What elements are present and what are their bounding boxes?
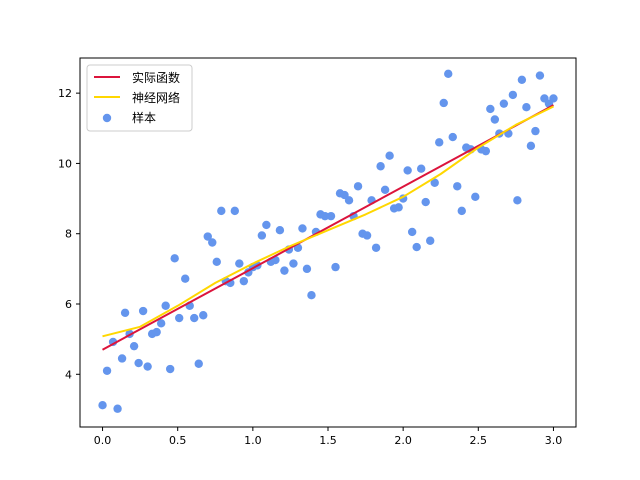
scatter-point bbox=[531, 126, 540, 136]
line-series bbox=[102, 104, 554, 351]
scatter-point bbox=[257, 231, 267, 240]
scatter-point bbox=[203, 232, 212, 241]
scatter-point bbox=[298, 224, 307, 233]
legend-box bbox=[86, 64, 193, 132]
scatter-point bbox=[307, 291, 316, 300]
scatter-point bbox=[457, 206, 466, 216]
scatter-point bbox=[161, 301, 170, 310]
scatter-point bbox=[435, 138, 444, 147]
scatter-series bbox=[98, 69, 558, 413]
scatter-point bbox=[262, 220, 271, 230]
x-tick-label: 1.5 bbox=[319, 434, 337, 447]
scatter-point bbox=[102, 366, 112, 375]
scatter-point bbox=[181, 274, 190, 283]
scatter-point bbox=[517, 75, 527, 84]
scatter-point bbox=[453, 182, 462, 191]
scatter-point bbox=[138, 306, 148, 316]
scatter-point bbox=[508, 90, 518, 100]
scatter-point bbox=[156, 319, 166, 328]
scatter-point bbox=[403, 166, 412, 175]
line-series bbox=[102, 105, 554, 338]
scatter-point bbox=[239, 276, 249, 286]
x-axis: 0.0 0.5 1.0 1.5 2.0 2.5 3.0 bbox=[94, 427, 562, 447]
scatter-point bbox=[380, 185, 390, 194]
scatter-point bbox=[165, 364, 175, 374]
scatter-point bbox=[212, 257, 221, 267]
scatter-point bbox=[170, 254, 179, 263]
scatter-point bbox=[444, 69, 453, 79]
x-tick-label: 2.5 bbox=[470, 434, 488, 447]
x-tick-label: 1.0 bbox=[244, 434, 262, 447]
scatter-point bbox=[120, 308, 130, 317]
scatter-point bbox=[394, 203, 403, 212]
x-tick-label: 0.5 bbox=[169, 434, 187, 447]
scatter-point bbox=[376, 162, 385, 171]
scatter-point bbox=[490, 115, 500, 124]
scatter-point bbox=[471, 192, 480, 202]
legend-marker-swatch bbox=[102, 113, 112, 123]
scatter-point bbox=[344, 196, 354, 205]
scatter-point bbox=[326, 211, 336, 221]
x-tick-label: 2.0 bbox=[394, 434, 412, 447]
scatter-point bbox=[385, 151, 394, 160]
y-tick-label: 4 bbox=[65, 368, 72, 381]
scatter-point bbox=[426, 236, 435, 245]
y-axis: 4 6 8 10 12 bbox=[58, 87, 80, 381]
y-tick-label: 8 bbox=[65, 228, 72, 241]
series-layer bbox=[98, 69, 558, 413]
scatter-point bbox=[289, 259, 298, 268]
y-tick-label: 12 bbox=[58, 87, 72, 100]
scatter-point bbox=[448, 132, 457, 142]
scatter-point bbox=[371, 243, 381, 252]
scatter-point bbox=[535, 71, 545, 80]
scatter-point bbox=[117, 354, 127, 363]
scatter-point bbox=[98, 401, 107, 410]
scatter-point bbox=[439, 98, 448, 108]
scatter-point bbox=[230, 206, 240, 216]
scatter-point bbox=[331, 262, 340, 272]
scatter-point bbox=[549, 94, 558, 103]
scatter-point bbox=[134, 358, 143, 368]
scatter-point bbox=[320, 211, 330, 221]
scatter-point bbox=[421, 197, 430, 207]
legend-label: 样本 bbox=[132, 110, 156, 125]
y-tick-label: 10 bbox=[58, 157, 72, 170]
scatter-point bbox=[430, 178, 439, 187]
y-tick-label: 6 bbox=[65, 298, 72, 311]
scatter-point bbox=[522, 103, 531, 112]
scatter-point bbox=[513, 196, 522, 205]
scatter-point bbox=[217, 206, 226, 216]
scatter-point bbox=[481, 146, 491, 156]
scatter-point bbox=[499, 99, 509, 108]
scatter-point bbox=[152, 327, 161, 337]
scatter-point bbox=[235, 259, 244, 268]
scatter-point bbox=[416, 164, 426, 173]
x-tick-label: 0.0 bbox=[94, 434, 112, 447]
scatter-point bbox=[129, 341, 139, 351]
legend-label: 神经网络 bbox=[132, 90, 180, 105]
scatter-point bbox=[302, 264, 312, 274]
legend-label: 实际函数 bbox=[132, 70, 180, 85]
scatter-point bbox=[486, 104, 495, 114]
scatter-point bbox=[280, 266, 289, 275]
scatter-point bbox=[208, 238, 217, 247]
scatter-point bbox=[194, 359, 203, 368]
scatter-point bbox=[407, 227, 417, 237]
scatter-point bbox=[199, 311, 208, 320]
scatter-point bbox=[175, 313, 184, 323]
scatter-point bbox=[143, 362, 152, 371]
scatter-point bbox=[275, 226, 285, 235]
scatter-point bbox=[362, 231, 372, 240]
x-tick-label: 3.0 bbox=[545, 434, 563, 447]
scatter-point bbox=[526, 141, 536, 151]
scatter-point bbox=[190, 313, 199, 323]
scatter-point bbox=[412, 242, 421, 252]
scatter-point bbox=[113, 404, 122, 413]
scatter-point bbox=[353, 182, 363, 191]
